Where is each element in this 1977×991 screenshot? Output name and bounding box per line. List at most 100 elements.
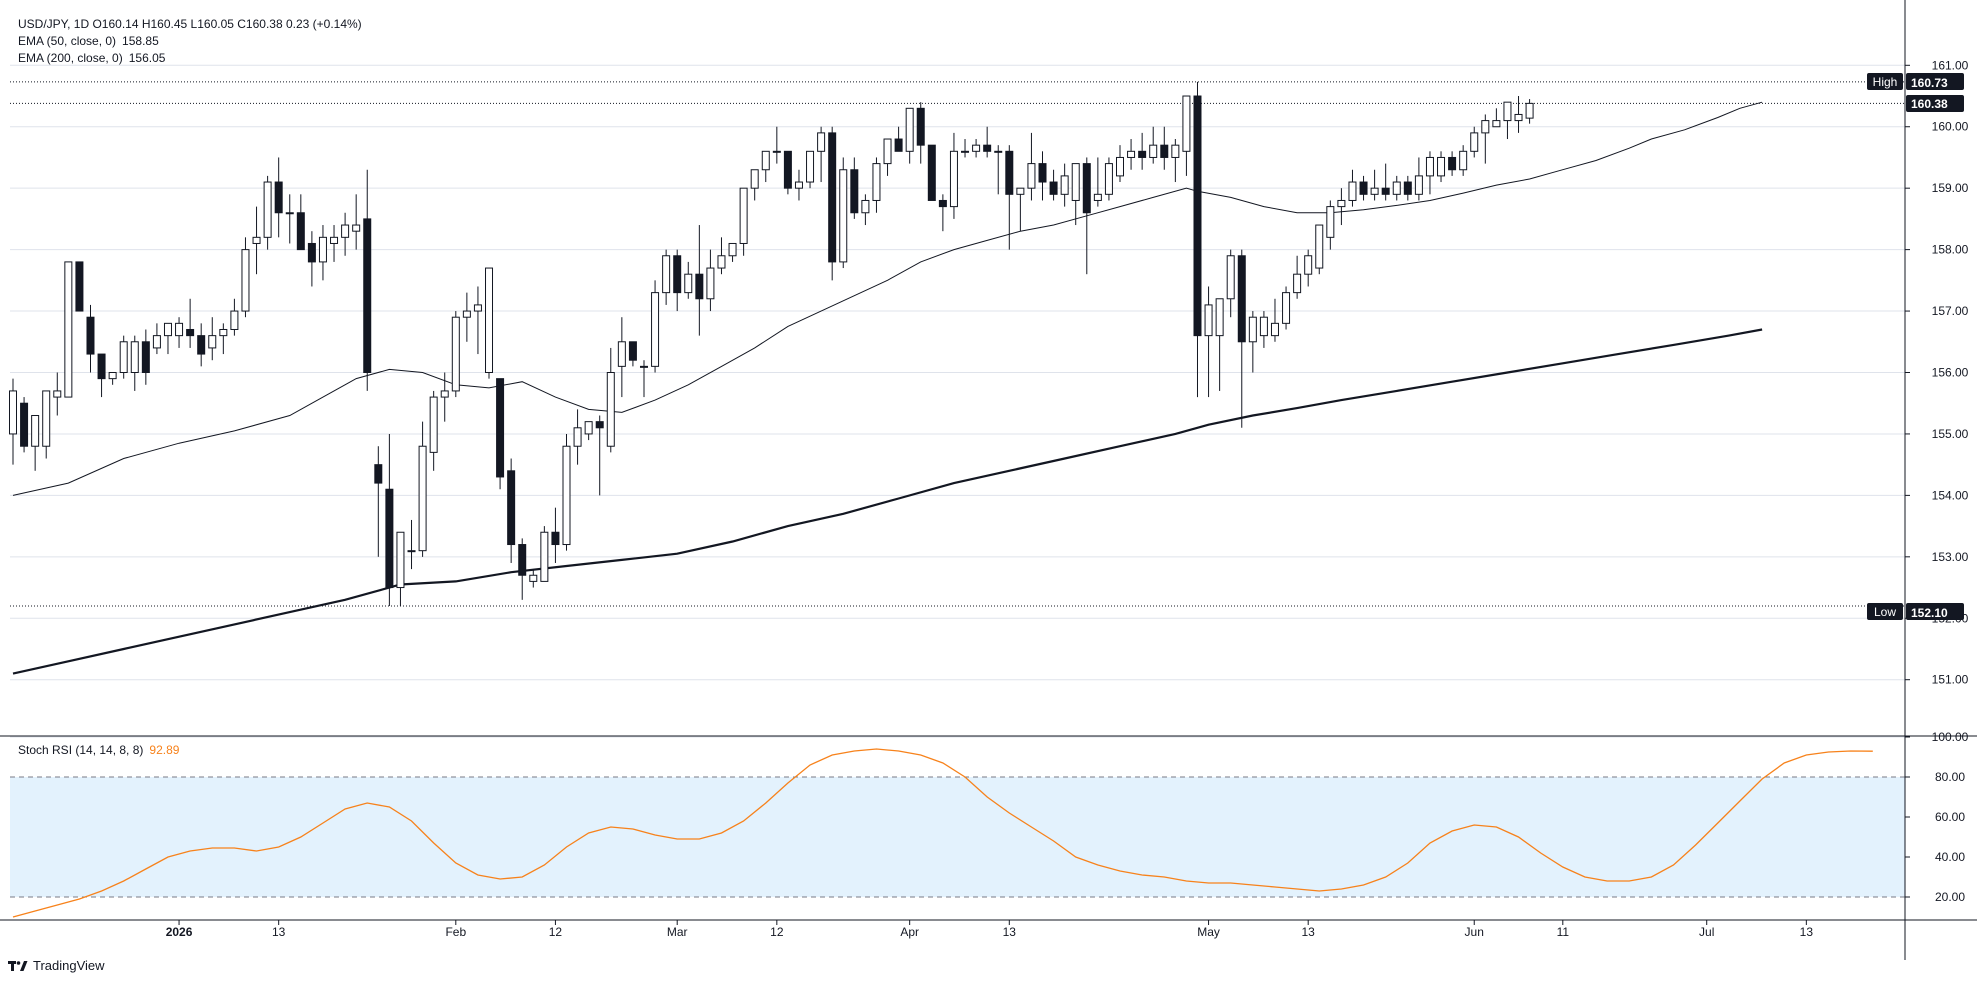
candle-body-down xyxy=(86,316,95,355)
candle-body-up xyxy=(872,163,881,201)
candle xyxy=(307,231,316,287)
candle-body-up xyxy=(42,390,51,447)
candle xyxy=(31,415,40,471)
candle-body-down xyxy=(1403,181,1412,195)
stoch-rsi-legend: Stoch RSI (14, 14, 8, 8) 92.89 xyxy=(18,743,179,757)
candle xyxy=(1326,200,1335,250)
candle-body-up xyxy=(130,341,139,374)
candle-body-up xyxy=(230,310,239,330)
candle xyxy=(1481,114,1490,164)
candle xyxy=(1315,224,1324,275)
candle xyxy=(75,261,84,312)
candle xyxy=(1049,169,1058,201)
candle xyxy=(1182,95,1191,176)
candle-body-up xyxy=(1116,156,1124,177)
y-tick-label-stoch: 60.00 xyxy=(1935,810,1965,824)
candle xyxy=(695,225,704,336)
candle-body-up xyxy=(617,341,626,367)
candle-body-down xyxy=(374,464,383,484)
candle-body-up xyxy=(806,150,815,183)
candle xyxy=(529,569,538,588)
candle xyxy=(485,267,494,379)
candle-body-down xyxy=(695,273,704,300)
ema50-legend: EMA (50, close, 0) 158.85 xyxy=(18,33,362,50)
footer-brand[interactable]: TradingView xyxy=(8,958,105,973)
candle xyxy=(1470,126,1479,158)
candle-body-down xyxy=(1160,144,1169,158)
x-tick-label: Jun xyxy=(1465,925,1484,939)
candle xyxy=(1138,132,1147,170)
candle-body-up xyxy=(163,322,172,337)
candle-body-up xyxy=(972,144,981,152)
ema200-legend: EMA (200, close, 0) 156.05 xyxy=(18,50,362,67)
candle-body-up xyxy=(1481,120,1490,134)
candle-body-up xyxy=(1270,322,1279,337)
x-tick-label: 11 xyxy=(1557,925,1570,939)
candle xyxy=(651,280,660,373)
candle-body-up xyxy=(728,242,737,257)
x-tick-label: 12 xyxy=(549,925,563,939)
candle-body-up xyxy=(341,224,350,238)
candle xyxy=(1005,145,1014,250)
candle xyxy=(817,126,826,183)
candle xyxy=(972,139,981,158)
candle-body-down xyxy=(20,402,29,447)
candle-body-up xyxy=(485,267,494,373)
candle-body-up xyxy=(606,372,615,447)
candle-body-up xyxy=(352,224,361,232)
candle xyxy=(1259,311,1268,348)
x-tick-label: Jul xyxy=(1699,925,1714,939)
candle xyxy=(617,317,626,398)
ema50-line xyxy=(12,101,1763,496)
candle-body-up xyxy=(318,236,327,263)
candle-body-up xyxy=(1259,316,1268,337)
candle xyxy=(263,175,272,250)
candle-body-up xyxy=(573,427,582,447)
candle xyxy=(518,538,527,600)
candle xyxy=(872,157,881,213)
candle xyxy=(108,372,117,385)
candle-body-down xyxy=(197,335,206,355)
candle-body-up xyxy=(1127,150,1136,158)
x-tick-label: 12 xyxy=(770,925,784,939)
candle-body-down xyxy=(551,531,560,546)
candle xyxy=(662,249,671,305)
candle xyxy=(274,157,283,238)
candle xyxy=(1038,151,1047,201)
candle xyxy=(64,261,73,398)
candle xyxy=(639,360,648,398)
candle-body-down xyxy=(894,138,903,152)
candle xyxy=(219,323,228,355)
candle xyxy=(927,144,936,201)
candle xyxy=(961,139,970,158)
candle xyxy=(1304,249,1313,287)
candle xyxy=(861,194,870,226)
candle-body-down xyxy=(850,169,859,214)
candle-body-up xyxy=(772,150,781,153)
candle xyxy=(1370,169,1379,201)
footer-brand-label: TradingView xyxy=(33,958,105,973)
candle-body-down xyxy=(507,470,516,546)
candle xyxy=(163,322,172,355)
candle xyxy=(1337,188,1346,226)
x-tick-label: May xyxy=(1197,925,1220,939)
candle xyxy=(285,194,294,244)
candle-body-up xyxy=(883,138,892,165)
candle xyxy=(507,458,516,563)
candle-body-down xyxy=(496,378,505,478)
candle xyxy=(828,126,837,281)
ema200-value: 156.05 xyxy=(128,51,166,65)
candle xyxy=(1492,108,1501,128)
candle xyxy=(396,531,405,606)
candle xyxy=(1171,139,1180,183)
candle-body-up xyxy=(739,187,748,244)
candle xyxy=(186,298,195,348)
candle-body-up xyxy=(1425,156,1434,177)
candle-body-down xyxy=(1082,163,1091,214)
y-tick-label-main: 157.00 xyxy=(1932,304,1969,318)
candle xyxy=(1392,175,1401,201)
candle xyxy=(628,341,637,367)
candle-body-down xyxy=(1049,181,1058,195)
high-label: High xyxy=(1873,75,1898,89)
